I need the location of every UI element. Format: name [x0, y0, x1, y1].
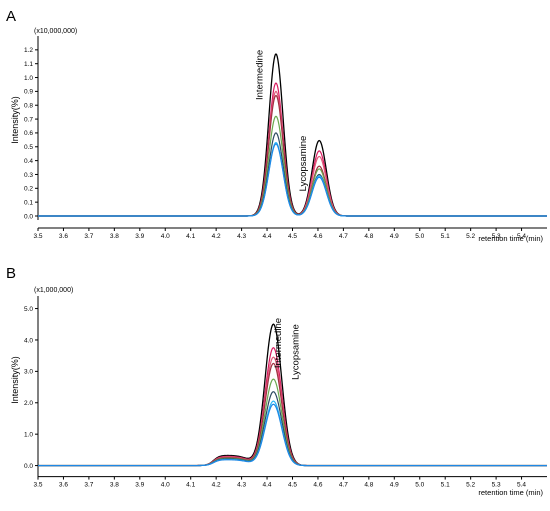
panel-b-x-tick-label: 4.2	[212, 482, 221, 489]
panel-a-x-tick-label: 4.2	[212, 233, 221, 240]
panel-a-x-tick-label: 4.5	[288, 233, 297, 240]
panel-b-x-axis-label: retention time (min)	[478, 488, 543, 497]
panel-a-y-tick-label: 1.0	[24, 75, 33, 82]
panel-a-y-tick-label: 0.1	[24, 199, 33, 206]
panel-a-x-tick-label: 4.9	[390, 233, 399, 240]
panel-b-x-tick-label: 4.0	[161, 482, 170, 489]
panel-a-y-tick-label: 0.3	[24, 172, 33, 179]
panel-b-x-tick-label: 3.6	[59, 482, 68, 489]
panel-a-series-line	[38, 90, 547, 217]
panel-a-series-line	[38, 143, 547, 217]
panel-b-y-tick-label: 1.0	[24, 431, 33, 438]
panel-a-x-tick-label: 4.3	[237, 233, 246, 240]
panel-a-y-tick-label: 0.4	[24, 158, 33, 165]
panel-a-x-tick-label: 5.2	[466, 233, 475, 240]
panel-a-y-tick-label: 1.1	[24, 61, 33, 68]
panel-b-x-tick-label: 5.3	[492, 482, 501, 489]
panel-a-series-line	[38, 115, 547, 217]
panel-a-y-tick-label: 0.5	[24, 144, 33, 151]
panel-a-x-tick-label: 4.8	[364, 233, 373, 240]
panel-a-x-tick-label: 4.7	[339, 233, 348, 240]
panel-a-annotation: Lycopsamine	[298, 136, 309, 192]
panel-a-annotation: Intermedine	[255, 50, 266, 100]
panel-b-series-line	[38, 378, 547, 467]
panel-b-y-tick-label: 3.0	[24, 369, 33, 376]
panel-a-x-tick-label: 3.9	[135, 233, 144, 240]
panel-a-y-tick-label: 0.8	[24, 103, 33, 110]
panel-a-label: A	[6, 8, 16, 25]
panel-b-x-tick-label: 4.5	[288, 482, 297, 489]
panel-a-x-tick-label: 3.8	[110, 233, 119, 240]
panel-b-x-tick-label: 5.2	[466, 482, 475, 489]
panel-a-x-tick-label: 5.1	[441, 233, 450, 240]
panel-b-series-line	[38, 403, 547, 467]
panel-b-label: B	[6, 265, 16, 282]
panel-b-annotation: Lycopsamine	[290, 324, 301, 380]
panel-a-y-tick-label: 0.7	[24, 116, 33, 123]
panel-b-x-tick-label: 4.9	[390, 482, 399, 489]
panel-b-annotation: Intermedine	[273, 318, 284, 368]
panel-a-x-tick-label: 5.0	[415, 233, 424, 240]
panel-b-x-tick-label: 5.0	[415, 482, 424, 489]
panel-a-x-tick-label: 3.7	[84, 233, 93, 240]
panel-a-series-line	[38, 94, 547, 217]
panel-b-y-tick-label: 2.0	[24, 400, 33, 407]
panel-a-x-tick-label: 4.6	[313, 233, 322, 240]
panel-b-x-tick-label: 5.1	[441, 482, 450, 489]
panel-b-x-tick-label: 4.7	[339, 482, 348, 489]
panel-b-y-tick-label: 0.0	[24, 463, 33, 470]
panel-a-x-axis-label: retention time (min)	[478, 234, 543, 243]
panel-a-multiplier: (x10,000,000)	[34, 28, 77, 35]
panel-a-x-tick-label: 4.4	[263, 233, 272, 240]
panel-b-multiplier: (x1,000,000)	[34, 287, 73, 294]
panel-a-series-line	[38, 53, 547, 217]
panel-a-y-tick-label: 0.2	[24, 186, 33, 193]
panel-b-x-tick-label: 3.5	[33, 482, 42, 489]
panel-b-x-tick-label: 3.8	[110, 482, 119, 489]
panel-a: A (x10,000,000) Intensity(%) retention t…	[6, 8, 547, 243]
panel-b-x-tick-label: 4.3	[237, 482, 246, 489]
panel-b-x-tick-label: 4.8	[364, 482, 373, 489]
panel-a-x-tick-label: 5.4	[517, 233, 526, 240]
panel-a-x-tick-label: 5.3	[492, 233, 501, 240]
panel-b-x-tick-label: 3.7	[84, 482, 93, 489]
panel-a-x-tick-label: 4.0	[161, 233, 170, 240]
panel-b: B (x1,000,000) Intensity(%) retention ti…	[6, 265, 547, 497]
panel-b-x-tick-label: 4.4	[263, 482, 272, 489]
panel-a-x-tick-label: 3.5	[33, 233, 42, 240]
panel-a-y-tick-label: 0.0	[24, 213, 33, 220]
panel-b-x-tick-label: 4.1	[186, 482, 195, 489]
panel-b-y-tick-label: 4.0	[24, 337, 33, 344]
panel-a-series-line	[38, 82, 547, 217]
panel-b-y-axis-label: Intensity(%)	[10, 356, 20, 404]
panel-b-x-tick-label: 3.9	[135, 482, 144, 489]
panel-a-y-tick-label: 0.6	[24, 130, 33, 137]
panel-b-x-tick-label: 5.4	[517, 482, 526, 489]
panel-a-y-axis-label: Intensity(%)	[10, 96, 20, 144]
panel-a-y-tick-label: 1.2	[24, 47, 33, 54]
panel-b-x-tick-label: 4.6	[313, 482, 322, 489]
panel-a-x-tick-label: 4.1	[186, 233, 195, 240]
panel-a-y-tick-label: 0.9	[24, 89, 33, 96]
panel-a-x-tick-label: 3.6	[59, 233, 68, 240]
panel-b-y-tick-label: 5.0	[24, 306, 33, 313]
